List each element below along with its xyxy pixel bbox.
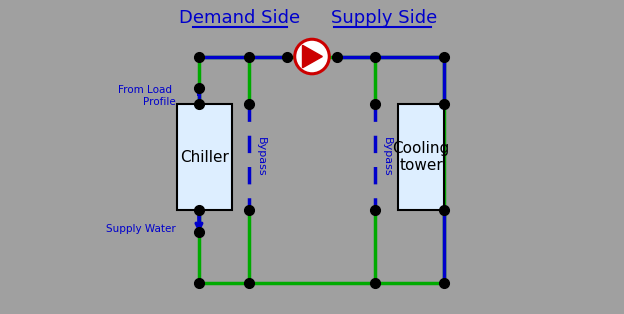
Text: Bypass: Bypass xyxy=(382,137,392,177)
Circle shape xyxy=(295,39,329,74)
Bar xyxy=(177,104,232,210)
Text: Chiller: Chiller xyxy=(180,149,229,165)
Text: Cooling
tower: Cooling tower xyxy=(392,141,450,173)
Bar xyxy=(398,104,444,210)
Text: Demand Side: Demand Side xyxy=(179,9,300,27)
Text: Supply Water: Supply Water xyxy=(105,224,175,234)
Text: From Load 
Profile: From Load Profile xyxy=(118,85,175,107)
Text: Bypass: Bypass xyxy=(256,137,266,177)
Polygon shape xyxy=(303,45,323,68)
Text: Supply Side: Supply Side xyxy=(331,9,437,27)
